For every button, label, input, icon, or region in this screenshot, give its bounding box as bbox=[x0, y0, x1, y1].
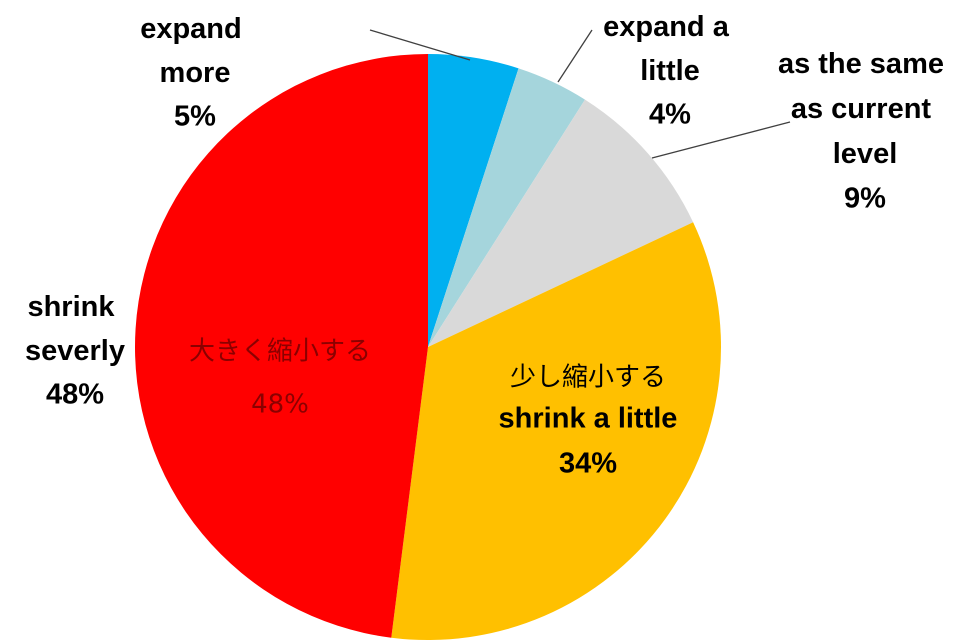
pie-slice bbox=[391, 222, 721, 640]
category-label: shrink a little bbox=[499, 403, 678, 435]
value-label: 34% bbox=[559, 448, 617, 480]
leader-line bbox=[369, 29, 471, 61]
category-label: expand a little bbox=[603, 11, 737, 87]
category-label: shrink severly bbox=[25, 291, 125, 367]
annotation: 大きく縮小する bbox=[189, 337, 371, 367]
leader-line bbox=[651, 121, 791, 159]
value-label: 5% bbox=[174, 101, 216, 133]
pie-slice bbox=[428, 54, 519, 347]
annotation: 少し縮小する bbox=[510, 363, 666, 393]
category-label: expand more bbox=[140, 13, 250, 89]
annotation-label: 48% bbox=[251, 390, 309, 420]
label-line: expand bbox=[140, 13, 250, 45]
label-line: severly bbox=[25, 335, 125, 367]
value-label: 4% bbox=[649, 99, 691, 131]
value-label: 9% bbox=[844, 183, 886, 215]
label-line: as the same bbox=[778, 48, 952, 80]
label-line: more bbox=[160, 57, 231, 89]
value-label: 48% bbox=[46, 379, 104, 411]
label-line: expand a bbox=[603, 11, 737, 43]
label-line: as current bbox=[791, 93, 939, 125]
pie-slice bbox=[134, 54, 428, 638]
label-line: little bbox=[640, 55, 700, 87]
label-line: shrink bbox=[27, 291, 122, 323]
pie-slice bbox=[428, 68, 585, 347]
category-label: as the same as current level bbox=[778, 48, 952, 170]
pie-slice bbox=[428, 99, 694, 348]
leader-line bbox=[557, 29, 593, 83]
label-line: level bbox=[833, 138, 898, 170]
